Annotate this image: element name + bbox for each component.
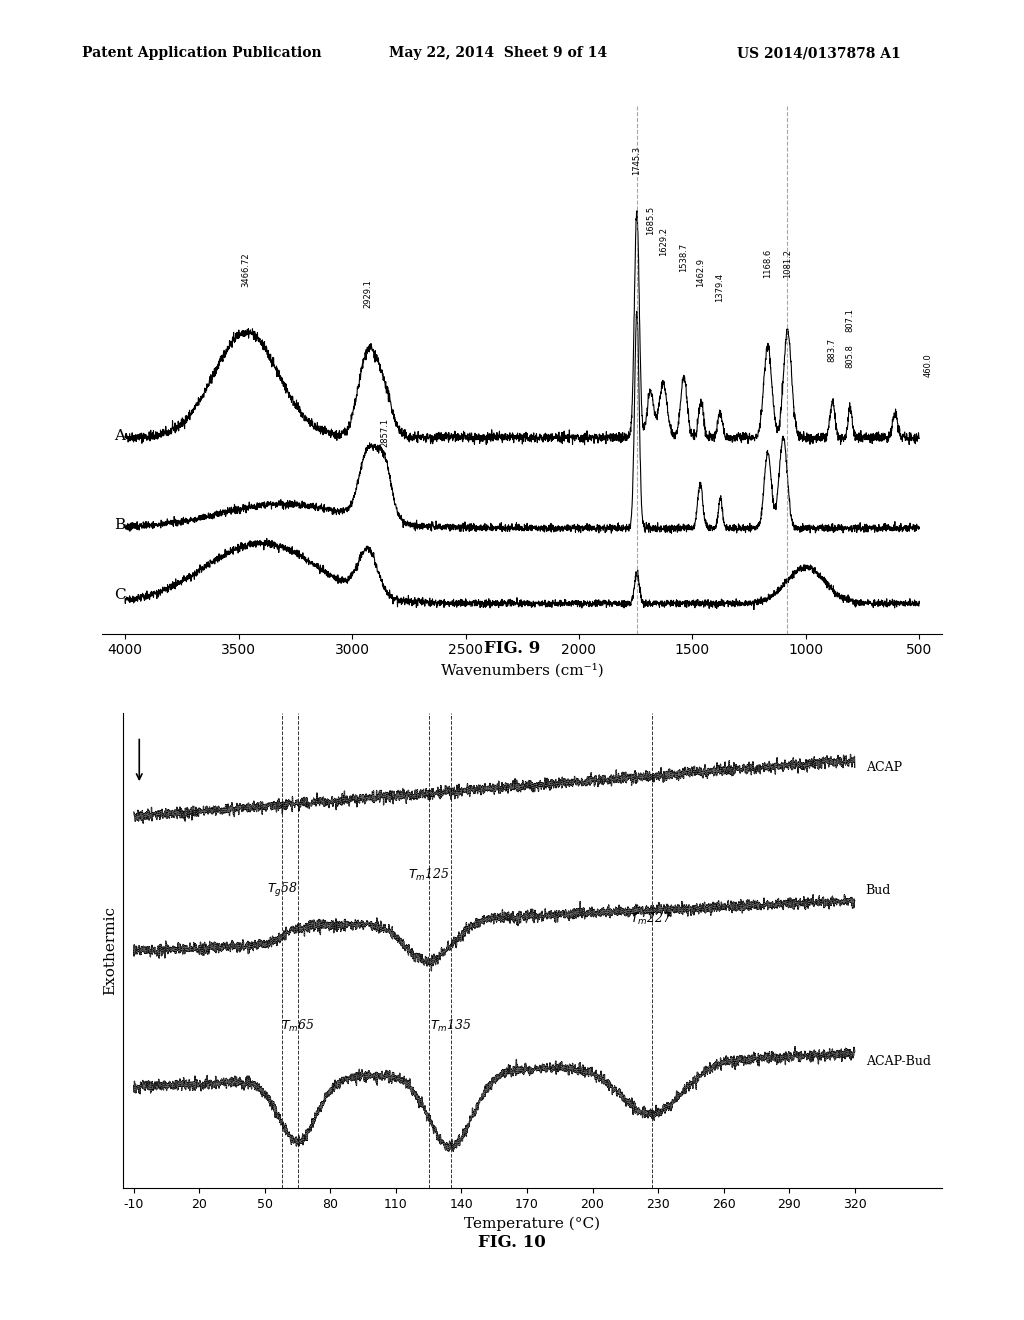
Text: B: B [114, 519, 125, 532]
Text: $T_m$135: $T_m$135 [430, 1018, 471, 1035]
Text: May 22, 2014  Sheet 9 of 14: May 22, 2014 Sheet 9 of 14 [389, 46, 607, 61]
Text: 883.7: 883.7 [827, 338, 837, 362]
Text: C: C [114, 587, 125, 602]
Text: $T_g$58: $T_g$58 [267, 882, 298, 899]
Text: 1168.6: 1168.6 [763, 248, 772, 277]
Text: US 2014/0137878 A1: US 2014/0137878 A1 [737, 46, 901, 61]
Text: FIG. 9: FIG. 9 [484, 640, 540, 657]
Text: $T_m$227: $T_m$227 [631, 911, 673, 927]
Text: 805.8: 805.8 [846, 345, 854, 368]
Text: Bud: Bud [865, 884, 891, 898]
X-axis label: Temperature (°C): Temperature (°C) [465, 1216, 600, 1230]
Text: ACAP-Bud: ACAP-Bud [865, 1055, 931, 1068]
Text: $T_m$125: $T_m$125 [408, 866, 450, 883]
Text: A: A [114, 429, 125, 444]
Text: 807.1: 807.1 [845, 308, 854, 331]
Y-axis label: Exothermic: Exothermic [103, 906, 118, 995]
Text: 1538.7: 1538.7 [679, 243, 688, 272]
Text: 1081.2: 1081.2 [783, 248, 792, 277]
Text: 2929.1: 2929.1 [364, 279, 373, 308]
X-axis label: Wavenumbers (cm⁻¹): Wavenumbers (cm⁻¹) [441, 663, 603, 677]
Text: $T_m$65: $T_m$65 [281, 1018, 314, 1035]
Text: 1462.9: 1462.9 [696, 257, 706, 286]
Text: 460.0: 460.0 [924, 354, 933, 378]
Text: 3466.72: 3466.72 [242, 252, 251, 286]
Text: FIG. 10: FIG. 10 [478, 1234, 546, 1251]
Text: 1745.3: 1745.3 [632, 147, 641, 176]
Text: Patent Application Publication: Patent Application Publication [82, 46, 322, 61]
Text: 1629.2: 1629.2 [658, 227, 668, 256]
Text: ACAP: ACAP [865, 760, 902, 774]
Text: 1379.4: 1379.4 [716, 273, 724, 302]
Text: 1685.5: 1685.5 [646, 206, 654, 235]
Text: 2857.1: 2857.1 [380, 417, 389, 446]
